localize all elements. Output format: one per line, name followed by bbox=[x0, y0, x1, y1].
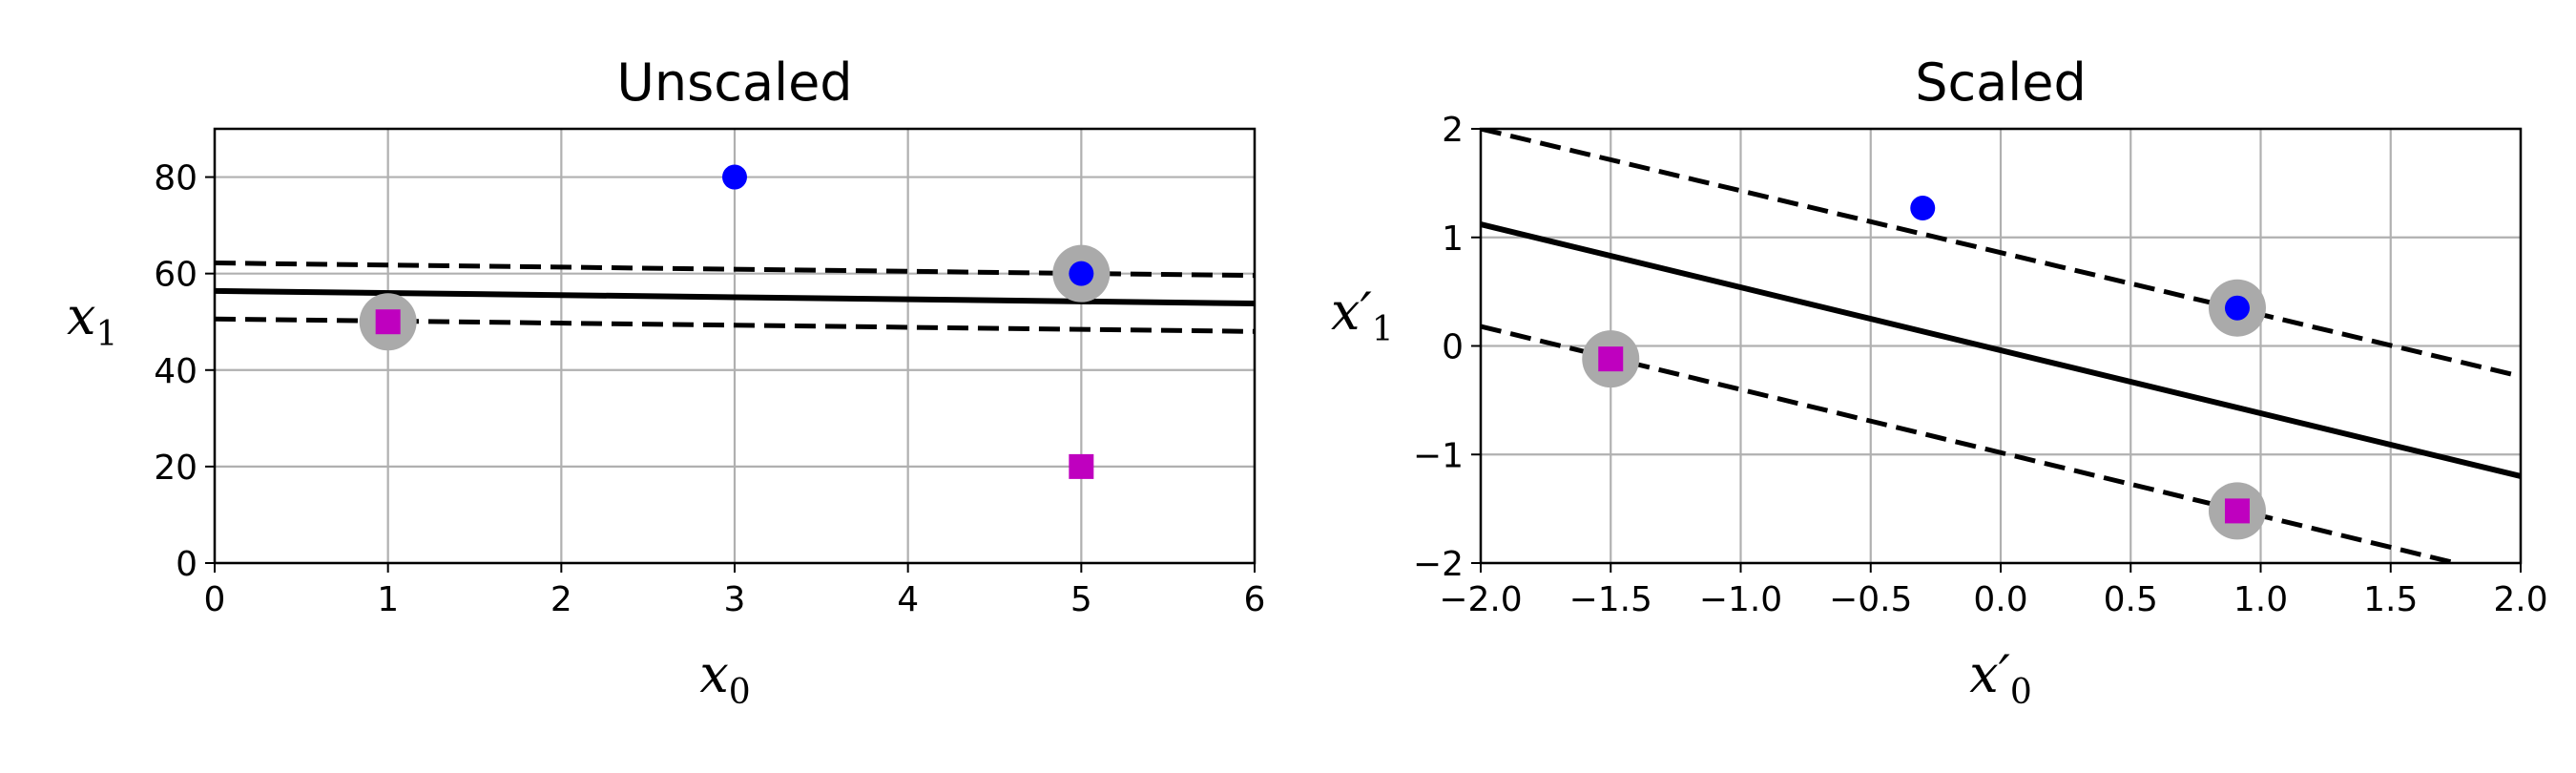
x-tick-label: 3 bbox=[724, 580, 746, 619]
y-axis-label: x′1 bbox=[1331, 282, 1394, 349]
y-tick-label: 80 bbox=[154, 159, 197, 198]
x-tick-label: 0.0 bbox=[1973, 580, 2027, 619]
x-tick-label: 5 bbox=[1070, 580, 1092, 619]
y-tick-label: −1 bbox=[1413, 436, 1464, 475]
square-point bbox=[1069, 453, 1094, 479]
x-tick-label: −1.0 bbox=[1699, 580, 1782, 619]
circle-point bbox=[2224, 295, 2250, 321]
square-point bbox=[2224, 498, 2250, 524]
margin-line bbox=[1481, 324, 2457, 563]
scaled-panel: Scaled −2.0 −1.5 −1.0 −0.5 0.0 0.5 1.0 1.5 2.0−2… bbox=[1331, 52, 2548, 712]
x-axis-label: x0 bbox=[699, 644, 750, 712]
circle-point bbox=[1910, 196, 1936, 221]
data-points bbox=[1582, 196, 2266, 540]
square-point bbox=[1598, 346, 1624, 372]
square-point bbox=[375, 309, 401, 335]
x-tick-label: −1.5 bbox=[1569, 580, 1652, 619]
y-tick-label: −2 bbox=[1413, 545, 1464, 584]
decision-lines bbox=[1481, 129, 2521, 563]
y-tick-label: 40 bbox=[154, 352, 197, 391]
y-axis-label: x1 bbox=[67, 286, 117, 354]
circle-point bbox=[1069, 261, 1094, 286]
x-axis-label: x′0 bbox=[1969, 644, 2032, 712]
x-tick-label: 1 bbox=[377, 580, 399, 619]
chart-title: Scaled bbox=[1915, 52, 2087, 113]
y-tick-label: 1 bbox=[1442, 219, 1464, 259]
x-tick-label: 1.0 bbox=[2233, 580, 2288, 619]
margin-line bbox=[1481, 129, 2521, 379]
y-tick-label: 0 bbox=[1442, 328, 1464, 367]
grid bbox=[213, 129, 1257, 565]
y-tick-label: 0 bbox=[176, 545, 197, 584]
x-tick-label: 4 bbox=[897, 580, 919, 619]
y-tick-label: 20 bbox=[154, 449, 197, 488]
data-points bbox=[359, 164, 1111, 479]
tick-labels: −2.0 −1.5 −1.0 −0.5 0.0 0.5 1.0 1.5 2.0 −2 −1 0 1 2 bbox=[1413, 111, 2548, 619]
x-tick-label: 2 bbox=[551, 580, 572, 619]
x-tick-label: 2.0 bbox=[2493, 580, 2547, 619]
x-tick-label: 0.5 bbox=[2104, 580, 2158, 619]
decision-boundary-line bbox=[1481, 221, 2521, 479]
x-tick-label: 1.5 bbox=[2363, 580, 2418, 619]
grid bbox=[1479, 127, 2523, 565]
x-tick-label: −0.5 bbox=[1829, 580, 1912, 619]
x-tick-label: 0 bbox=[204, 580, 226, 619]
x-tick-label: −2.0 bbox=[1439, 580, 1522, 619]
circle-point bbox=[722, 164, 747, 190]
y-tick-label: 60 bbox=[154, 256, 197, 295]
chart-title: Unscaled bbox=[616, 52, 852, 113]
y-tick-label: 2 bbox=[1442, 111, 1464, 150]
x-tick-label: 6 bbox=[1244, 580, 1266, 619]
